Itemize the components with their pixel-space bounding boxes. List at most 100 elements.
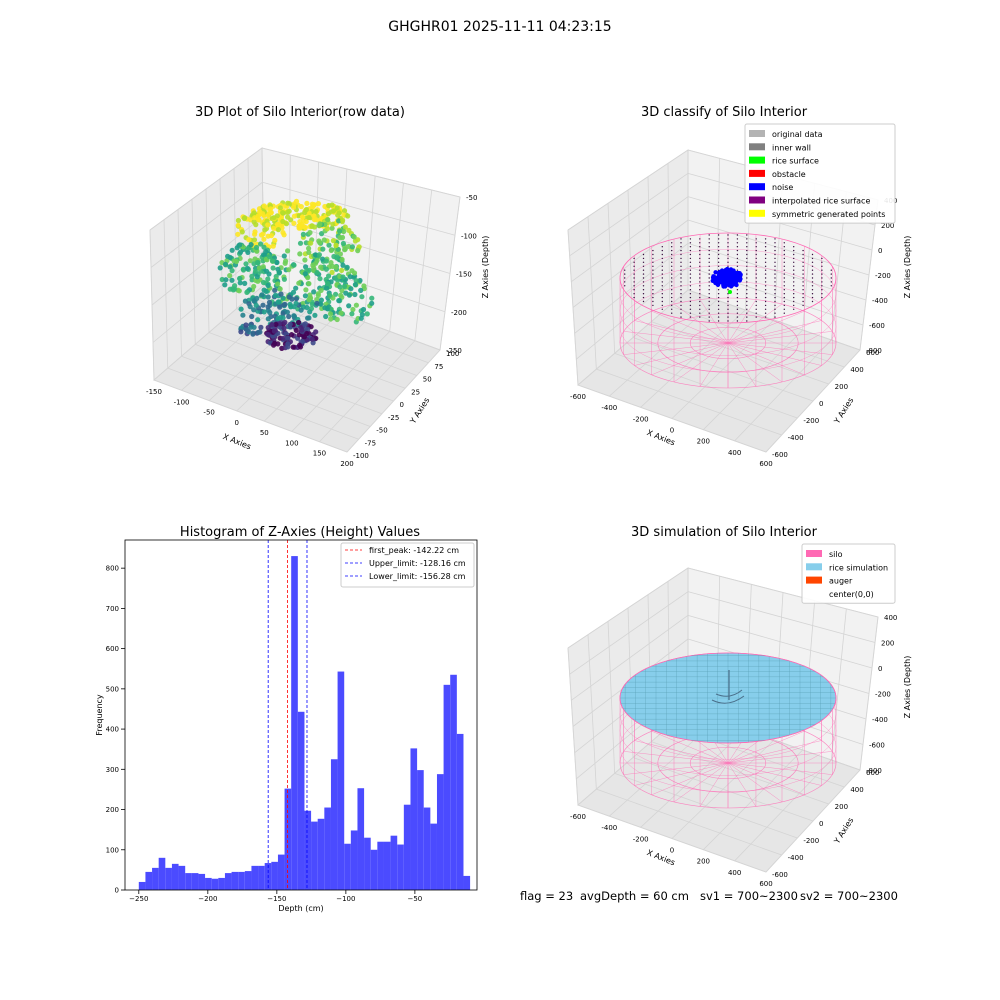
silo-spoke [634, 740, 729, 764]
ytick-label: 800 [106, 565, 119, 573]
p1-point [235, 217, 241, 224]
surface-point [736, 246, 739, 248]
surface-point [746, 304, 748, 307]
surface-point [717, 234, 720, 236]
grid-line [687, 614, 873, 669]
surface-point [783, 296, 785, 299]
hist-bar [205, 877, 212, 890]
surface-point [746, 234, 748, 236]
surface-point [708, 296, 710, 299]
grid-line [571, 615, 689, 701]
surface-point [699, 265, 701, 267]
surface-point [642, 293, 645, 295]
p2-xtick: -400 [601, 404, 617, 412]
grid-line [167, 367, 359, 440]
surface-point [802, 273, 804, 275]
p1-point [303, 219, 309, 225]
p1-point [290, 289, 297, 295]
p1-point [246, 237, 252, 243]
hist-bar [277, 854, 285, 890]
p1-point [235, 222, 241, 228]
surface-point [671, 242, 673, 244]
surface-point [793, 265, 795, 267]
surface-point [736, 300, 739, 303]
legend-swatch [806, 589, 822, 597]
hist-bar [191, 873, 199, 890]
p1-point [284, 309, 290, 315]
grid-line [261, 147, 461, 198]
legend-frame [340, 542, 475, 588]
p1-point [314, 257, 320, 263]
grid-line [181, 355, 371, 427]
surface-point [774, 296, 776, 299]
surface-point [830, 281, 832, 283]
p1-point [311, 289, 317, 295]
p2-ylabel: Y Axies [832, 396, 856, 426]
surface-point [755, 249, 757, 252]
p1-point [236, 288, 242, 294]
p1-point [316, 222, 322, 229]
surface-point [774, 281, 776, 283]
p1-point [286, 313, 292, 320]
p1-point [222, 261, 229, 267]
hist-bar [456, 733, 464, 890]
p1-point [285, 214, 291, 220]
p1-point [270, 243, 276, 249]
hist-bar [244, 871, 252, 890]
surface-point [727, 312, 729, 314]
p1-xtick: -50 [203, 409, 214, 417]
p1-point [260, 252, 267, 258]
p1-xlabel: X Axies [222, 432, 253, 451]
surface-point [811, 281, 814, 283]
p1-point [313, 208, 319, 215]
surface-point [727, 249, 729, 252]
legend-swatch [749, 156, 765, 164]
surface-point [811, 257, 814, 260]
p1-point [247, 258, 253, 264]
grid-line [195, 344, 383, 415]
legend-swatch [749, 209, 765, 217]
grid-line [596, 788, 782, 856]
p1-point [347, 274, 353, 280]
p1-point [307, 309, 313, 315]
p1-point [352, 291, 358, 298]
p1-point [306, 281, 312, 287]
p1-point [275, 315, 281, 322]
surface-point [736, 261, 739, 263]
p1-point [296, 280, 302, 286]
surface-point [717, 312, 720, 314]
surface-point [736, 249, 739, 252]
surface-point [671, 273, 673, 275]
surface-point [811, 296, 814, 299]
hist-bar [311, 821, 318, 890]
surface-point [793, 261, 795, 263]
surface-point [727, 289, 729, 291]
hist-bar [463, 875, 471, 890]
surface-point [671, 296, 673, 299]
p1-point [298, 324, 304, 330]
surface-point [671, 289, 673, 291]
noise-point [725, 266, 730, 272]
surface-point [764, 316, 767, 318]
hist-bar [138, 881, 146, 890]
p1-point [342, 224, 348, 230]
hist-bar [291, 556, 298, 890]
p1-point [275, 227, 281, 233]
p4-ztick: -400 [872, 716, 888, 724]
surface-point [746, 281, 748, 283]
hist-bar [436, 774, 444, 890]
p1-point [364, 311, 370, 317]
surface-point [699, 281, 701, 283]
silo-spoke [727, 762, 822, 786]
p1-point [326, 242, 332, 248]
surface-point [652, 273, 654, 275]
surface-point [802, 269, 804, 271]
p2-xtick: -600 [570, 393, 586, 401]
surface-point [633, 269, 635, 271]
p1-point [328, 316, 334, 322]
p1-scatter-points [217, 198, 375, 351]
footer-sv2: sv2 = 700~2300 [800, 889, 898, 903]
surface-point [755, 246, 757, 248]
p1-ytick: 25 [411, 388, 420, 396]
legend-swatch [806, 576, 822, 584]
